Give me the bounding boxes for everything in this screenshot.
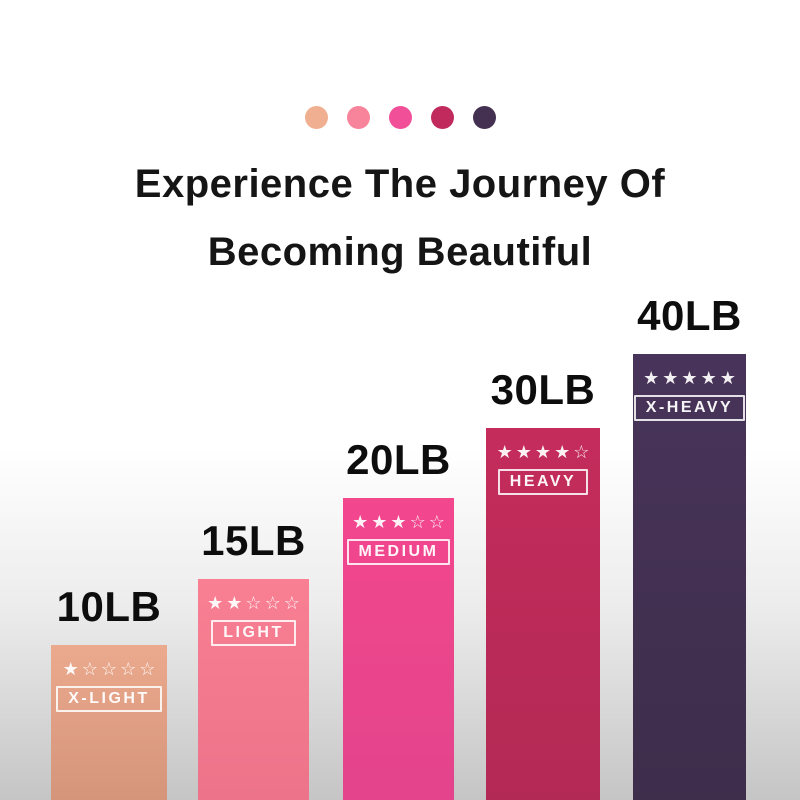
page-title: Experience The Journey Of Becoming Beaut… — [0, 150, 800, 286]
bar: ★☆☆☆☆ X-LIGHT — [51, 645, 167, 800]
palette-dots-row — [0, 105, 800, 129]
title-line-1: Experience The Journey Of — [134, 162, 666, 206]
level-badge: MEDIUM — [346, 539, 451, 565]
bar: ★★☆☆☆ LIGHT — [198, 579, 309, 800]
bar: ★★★★★ X-HEAVY — [633, 354, 746, 800]
level-badge: X-HEAVY — [633, 395, 746, 421]
title-line-2: Becoming Beautiful — [207, 230, 593, 274]
star-rating: ★★☆☆☆ — [207, 593, 303, 613]
weight-label: 10LB — [56, 583, 162, 630]
band-column-x-light: 10LB ★☆☆☆☆ X-LIGHT — [51, 0, 167, 800]
band-column-medium: 20LB ★★★☆☆ MEDIUM — [343, 0, 454, 800]
level-badge: X-LIGHT — [56, 686, 162, 712]
weight-label: 20LB — [346, 436, 451, 483]
level-badge: LIGHT — [211, 620, 296, 646]
bar: ★★★★☆ HEAVY — [486, 428, 600, 800]
weight-label: 30LB — [490, 366, 596, 413]
palette-dot-x-heavy — [472, 105, 496, 129]
level-badge: HEAVY — [497, 469, 589, 495]
band-column-heavy: 30LB ★★★★☆ HEAVY — [486, 0, 600, 800]
star-rating: ★★★☆☆ — [352, 512, 448, 532]
palette-dot-heavy — [430, 105, 454, 129]
weight-label: 40LB — [637, 292, 742, 339]
band-column-x-heavy: 40LB ★★★★★ X-HEAVY — [633, 0, 746, 800]
palette-dot-medium — [388, 105, 412, 129]
star-rating: ★☆☆☆☆ — [62, 659, 159, 679]
bar: ★★★☆☆ MEDIUM — [343, 498, 454, 800]
band-column-light: 15LB ★★☆☆☆ LIGHT — [198, 0, 309, 800]
palette-dot-x-light — [304, 105, 328, 129]
star-rating: ★★★★☆ — [496, 442, 593, 462]
star-rating: ★★★★★ — [643, 368, 739, 388]
palette-dot-light — [346, 105, 370, 129]
weight-label: 15LB — [201, 517, 306, 564]
